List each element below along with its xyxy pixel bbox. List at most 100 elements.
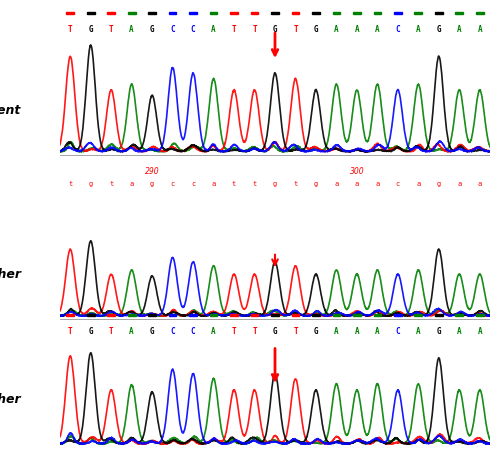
Bar: [271, 314, 279, 316]
Text: c: c: [396, 181, 400, 187]
Text: A: A: [334, 327, 338, 336]
Text: a: a: [457, 181, 462, 187]
Text: g: g: [150, 181, 154, 187]
Bar: [168, 12, 176, 14]
Text: T: T: [232, 327, 236, 336]
Bar: [456, 12, 463, 14]
Text: G: G: [272, 327, 278, 336]
Bar: [374, 314, 382, 316]
Text: G: G: [272, 25, 278, 34]
Text: A: A: [416, 327, 420, 336]
Bar: [414, 12, 422, 14]
Text: t: t: [294, 181, 298, 187]
Bar: [476, 12, 484, 14]
Bar: [148, 12, 156, 14]
Bar: [230, 12, 238, 14]
Text: t: t: [252, 181, 256, 187]
Bar: [435, 12, 442, 14]
Text: A: A: [354, 327, 359, 336]
Text: T: T: [252, 25, 257, 34]
Bar: [250, 314, 258, 316]
Bar: [168, 314, 176, 316]
Text: T: T: [293, 327, 298, 336]
Text: a: a: [478, 181, 482, 187]
Bar: [312, 12, 320, 14]
Text: t: t: [232, 181, 236, 187]
Bar: [435, 314, 442, 316]
Bar: [108, 12, 115, 14]
Text: C: C: [396, 25, 400, 34]
Bar: [353, 314, 361, 316]
Bar: [66, 314, 74, 316]
Bar: [456, 314, 463, 316]
Text: A: A: [130, 327, 134, 336]
Text: c: c: [191, 181, 195, 187]
Text: A: A: [478, 327, 482, 336]
Bar: [353, 12, 361, 14]
Text: G: G: [150, 25, 154, 34]
Bar: [87, 12, 94, 14]
Bar: [128, 12, 136, 14]
Text: a: a: [130, 181, 134, 187]
Text: a: a: [376, 181, 380, 187]
Bar: [414, 314, 422, 316]
Text: T: T: [109, 25, 114, 34]
Text: A: A: [130, 25, 134, 34]
Text: g: g: [88, 181, 93, 187]
Text: A: A: [375, 327, 380, 336]
Text: a: a: [355, 181, 359, 187]
Text: g: g: [273, 181, 277, 187]
Text: T: T: [68, 327, 72, 336]
Bar: [374, 12, 382, 14]
Text: G: G: [88, 25, 93, 34]
Text: G: G: [314, 25, 318, 34]
Text: a: a: [212, 181, 216, 187]
Text: A: A: [457, 25, 462, 34]
Text: a: a: [416, 181, 420, 187]
Bar: [87, 314, 94, 316]
Bar: [189, 314, 197, 316]
Text: A: A: [478, 25, 482, 34]
Text: G: G: [314, 327, 318, 336]
Bar: [128, 314, 136, 316]
Text: A: A: [212, 327, 216, 336]
Text: c: c: [170, 181, 174, 187]
Bar: [148, 314, 156, 316]
Text: T: T: [293, 25, 298, 34]
Text: t: t: [109, 181, 114, 187]
Bar: [332, 12, 340, 14]
Text: t: t: [68, 181, 72, 187]
Bar: [210, 12, 218, 14]
Text: A: A: [334, 25, 338, 34]
Bar: [394, 12, 402, 14]
Text: A: A: [457, 327, 462, 336]
Text: a: a: [334, 181, 338, 187]
Bar: [394, 314, 402, 316]
Text: 290: 290: [145, 167, 160, 176]
Text: A: A: [416, 25, 420, 34]
Bar: [189, 12, 197, 14]
Text: Father: Father: [0, 268, 22, 281]
Text: g: g: [436, 181, 441, 187]
Text: Mother: Mother: [0, 393, 22, 406]
Text: C: C: [191, 327, 196, 336]
Bar: [312, 314, 320, 316]
Text: C: C: [170, 327, 175, 336]
Bar: [332, 314, 340, 316]
Text: G: G: [436, 25, 441, 34]
Text: G: G: [436, 327, 441, 336]
Text: 300: 300: [350, 167, 364, 176]
Text: Patient: Patient: [0, 104, 22, 117]
Text: g: g: [314, 181, 318, 187]
Bar: [108, 314, 115, 316]
Bar: [66, 12, 74, 14]
Bar: [210, 314, 218, 316]
Text: T: T: [109, 327, 114, 336]
Bar: [476, 314, 484, 316]
Bar: [271, 12, 279, 14]
Text: A: A: [354, 25, 359, 34]
Bar: [230, 314, 238, 316]
Text: G: G: [88, 327, 93, 336]
Bar: [292, 314, 300, 316]
Text: A: A: [375, 25, 380, 34]
